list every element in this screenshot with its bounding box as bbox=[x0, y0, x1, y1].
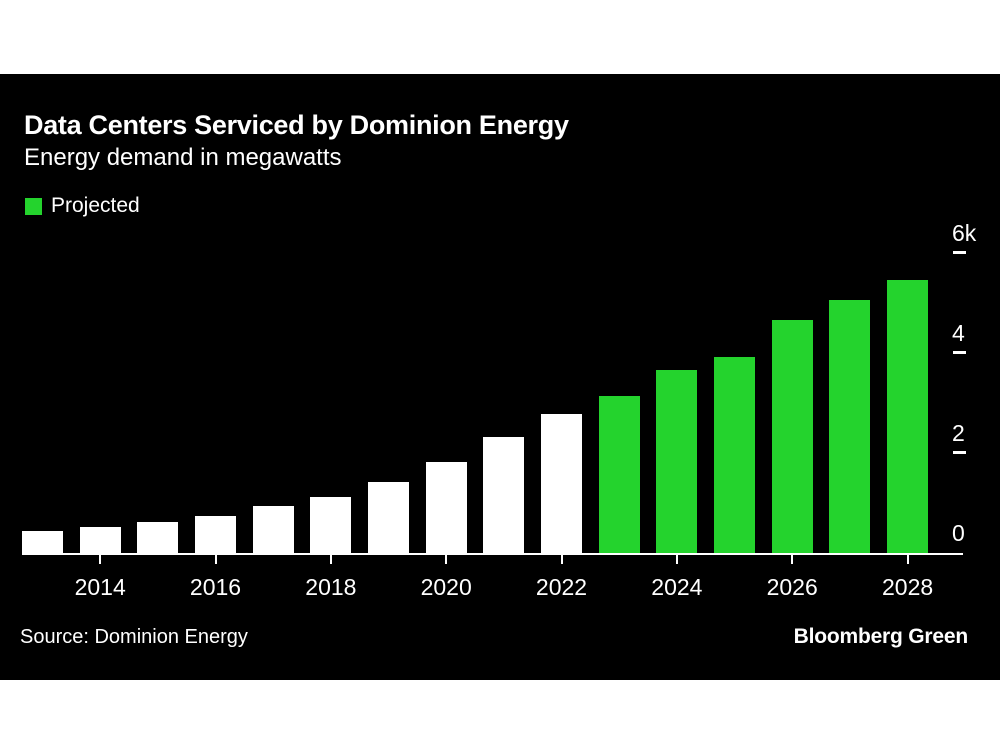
bar-2015 bbox=[137, 521, 179, 553]
x-label-2026: 2026 bbox=[766, 574, 818, 600]
x-label-2022: 2022 bbox=[535, 574, 588, 600]
bar-2017 bbox=[252, 506, 294, 553]
x-tick-2026 bbox=[791, 555, 794, 564]
chart-card: Data Centers Serviced by Dominion Energy… bbox=[0, 74, 1000, 680]
x-tick-2022 bbox=[560, 555, 563, 564]
x-label-2016: 2016 bbox=[189, 574, 242, 600]
x-label-2028: 2028 bbox=[882, 574, 934, 600]
x-tick-2018 bbox=[329, 555, 332, 564]
x-tick-2014 bbox=[99, 555, 102, 564]
x-label-2014: 2014 bbox=[74, 574, 126, 600]
y-tick-dash-2 bbox=[953, 451, 966, 454]
bar-2019 bbox=[368, 482, 409, 553]
x-label-2018: 2018 bbox=[305, 574, 357, 600]
bar-2026 bbox=[771, 320, 813, 553]
bar-2025 bbox=[714, 356, 755, 553]
bar-chart-plot: 2014 2016 2018 2020 2022 2024 2026 2028 6k 4 2 0 bbox=[0, 74, 1000, 680]
bar-2014 bbox=[79, 527, 121, 553]
legend-swatch-projected bbox=[25, 197, 42, 215]
y-tick-label-0: 0 bbox=[952, 520, 965, 546]
y-tick-dash-4 bbox=[953, 351, 966, 354]
x-tick-2020 bbox=[445, 555, 448, 564]
legend: Projected bbox=[25, 194, 140, 218]
y-tick-dash-6k bbox=[953, 251, 966, 254]
bar-2022 bbox=[541, 414, 582, 553]
y-tick-label-6k: 6k bbox=[952, 220, 977, 246]
x-tick-2016 bbox=[214, 555, 217, 564]
bar-2016 bbox=[195, 516, 236, 553]
bar-2018 bbox=[310, 497, 352, 553]
bar-2013 bbox=[22, 530, 63, 553]
chart-title: Data Centers Serviced by Dominion Energy bbox=[24, 110, 569, 140]
x-tick-2028 bbox=[906, 555, 909, 564]
bar-2027 bbox=[829, 300, 871, 553]
x-label-2024: 2024 bbox=[651, 574, 703, 600]
x-label-2020: 2020 bbox=[420, 574, 472, 600]
footer: Source: Dominion Energy Bloomberg Green bbox=[20, 625, 968, 649]
bar-2021 bbox=[483, 437, 525, 553]
x-tick-2024 bbox=[675, 555, 678, 564]
source-note: Source: Dominion Energy bbox=[20, 626, 248, 648]
y-tick-label-4: 4 bbox=[952, 320, 965, 346]
y-tick-label-2: 2 bbox=[952, 420, 965, 446]
brand-logo: Bloomberg Green bbox=[793, 625, 969, 648]
bar-2023 bbox=[598, 396, 640, 553]
bar-2024 bbox=[656, 370, 698, 553]
bar-2028 bbox=[887, 280, 929, 553]
legend-label: Projected bbox=[51, 194, 140, 217]
chart-subtitle: Energy demand in megawatts bbox=[24, 144, 342, 171]
x-axis-line bbox=[22, 553, 963, 555]
bar-2020 bbox=[425, 462, 467, 553]
